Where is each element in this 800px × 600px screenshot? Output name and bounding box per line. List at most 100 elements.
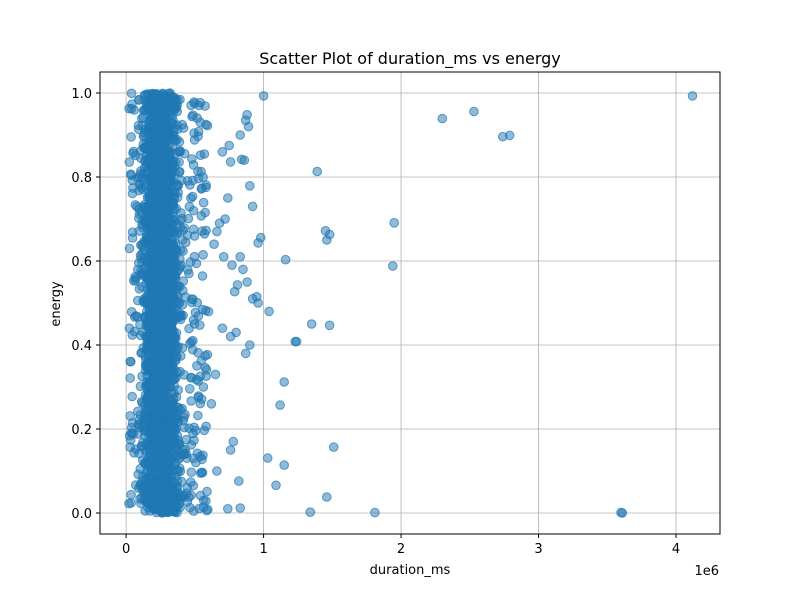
scatter-point <box>150 202 160 212</box>
scatter-point <box>186 467 197 478</box>
scatter-point <box>124 103 134 114</box>
scatter-point <box>184 268 194 279</box>
scatter-point <box>167 404 177 415</box>
scatter-point <box>133 120 144 131</box>
scatter-point <box>218 251 229 262</box>
scatter-point <box>201 225 211 236</box>
scatter-point <box>135 169 146 179</box>
scatter-point <box>173 385 183 395</box>
scatter-point <box>198 495 209 506</box>
scatter-point <box>191 374 202 385</box>
scatter-point <box>125 442 135 452</box>
y-tick-label: 0.6 <box>71 255 92 270</box>
scatter-point <box>168 118 178 129</box>
scatter-point <box>186 337 197 347</box>
scatter-point <box>185 257 196 267</box>
scatter-point <box>172 476 183 486</box>
scatter-point <box>198 172 208 182</box>
scatter-point <box>312 166 323 177</box>
scatter-point <box>209 239 219 249</box>
scatter-point <box>187 297 197 308</box>
scatter-point <box>134 448 144 459</box>
scatter-point <box>198 450 208 461</box>
y-axis-label: energy <box>49 281 64 327</box>
x-axis-label: duration_ms <box>370 563 451 578</box>
x-tick-label: 1 <box>259 542 267 557</box>
scatter-point <box>201 182 211 193</box>
scatter-point <box>687 91 698 101</box>
scatter-point <box>225 157 236 167</box>
scatter-point <box>161 150 171 161</box>
scatter-point <box>198 250 208 260</box>
scatter-point <box>264 306 274 317</box>
scatter-point <box>170 459 180 469</box>
scatter-point <box>133 406 143 417</box>
scatter-point <box>147 210 157 221</box>
x-tick-label: 2 <box>397 542 405 557</box>
scatter-point <box>245 181 255 191</box>
scatter-point <box>127 391 137 402</box>
scatter-point <box>171 424 182 434</box>
scatter-point <box>164 171 175 181</box>
scatter-point <box>154 428 164 438</box>
scatter-point <box>188 175 198 186</box>
scatter-point <box>225 331 236 342</box>
scatter-point <box>156 286 166 297</box>
scatter-point <box>197 271 208 281</box>
scatter-point <box>189 231 200 241</box>
scatter-point <box>253 238 263 248</box>
scatter-point <box>174 439 185 449</box>
scatter-point <box>195 320 205 331</box>
scatter-point <box>224 140 234 151</box>
scatter-point <box>279 460 290 470</box>
scatter-point <box>130 312 140 322</box>
scatter-point <box>150 504 161 515</box>
scatter-point <box>469 106 479 117</box>
scatter-point <box>165 105 175 116</box>
scatter-point <box>324 320 335 331</box>
scatter-point <box>187 191 198 202</box>
scatter-point <box>184 202 195 212</box>
scatter-point <box>149 103 159 113</box>
scatter-point <box>159 117 170 127</box>
scatter-point <box>153 382 163 392</box>
scatter-point <box>161 189 171 199</box>
plot-frame <box>99 71 721 535</box>
scatter-point <box>437 113 448 124</box>
y-tick-label: 0.2 <box>71 423 92 438</box>
scatter-point <box>206 399 217 409</box>
scatter-point <box>137 371 147 382</box>
scatter-point <box>126 88 137 99</box>
scatter-point <box>164 251 174 261</box>
scatter-point <box>223 193 233 203</box>
scatter-point <box>189 135 200 145</box>
scatter-points <box>124 88 698 518</box>
scatter-point <box>154 498 165 508</box>
scatter-point <box>174 157 184 167</box>
scatter-point <box>137 222 148 232</box>
scatter-point <box>157 274 167 284</box>
scatter-point <box>305 507 316 518</box>
scatter-point <box>175 146 185 156</box>
x-tick-label: 0 <box>122 542 130 557</box>
scatter-point <box>143 185 154 196</box>
scatter-point <box>174 137 185 147</box>
scatter-point <box>141 201 151 212</box>
scatter-point <box>258 91 269 101</box>
scatter-point <box>290 336 301 347</box>
scatter-point <box>134 284 145 294</box>
scatter-point <box>188 160 199 170</box>
scatter-point <box>247 201 258 212</box>
scatter-point <box>164 366 175 376</box>
scatter-point <box>152 324 163 334</box>
scatter-point <box>240 348 251 359</box>
scatter-point <box>127 330 138 340</box>
scatter-point <box>124 157 135 167</box>
scatter-point <box>163 214 174 225</box>
scatter-point <box>225 445 236 455</box>
scatter-point <box>157 360 167 370</box>
scatter-point <box>186 396 196 406</box>
scatter-point <box>146 440 156 451</box>
scatter-point <box>388 261 398 271</box>
scatter-point <box>192 361 202 371</box>
